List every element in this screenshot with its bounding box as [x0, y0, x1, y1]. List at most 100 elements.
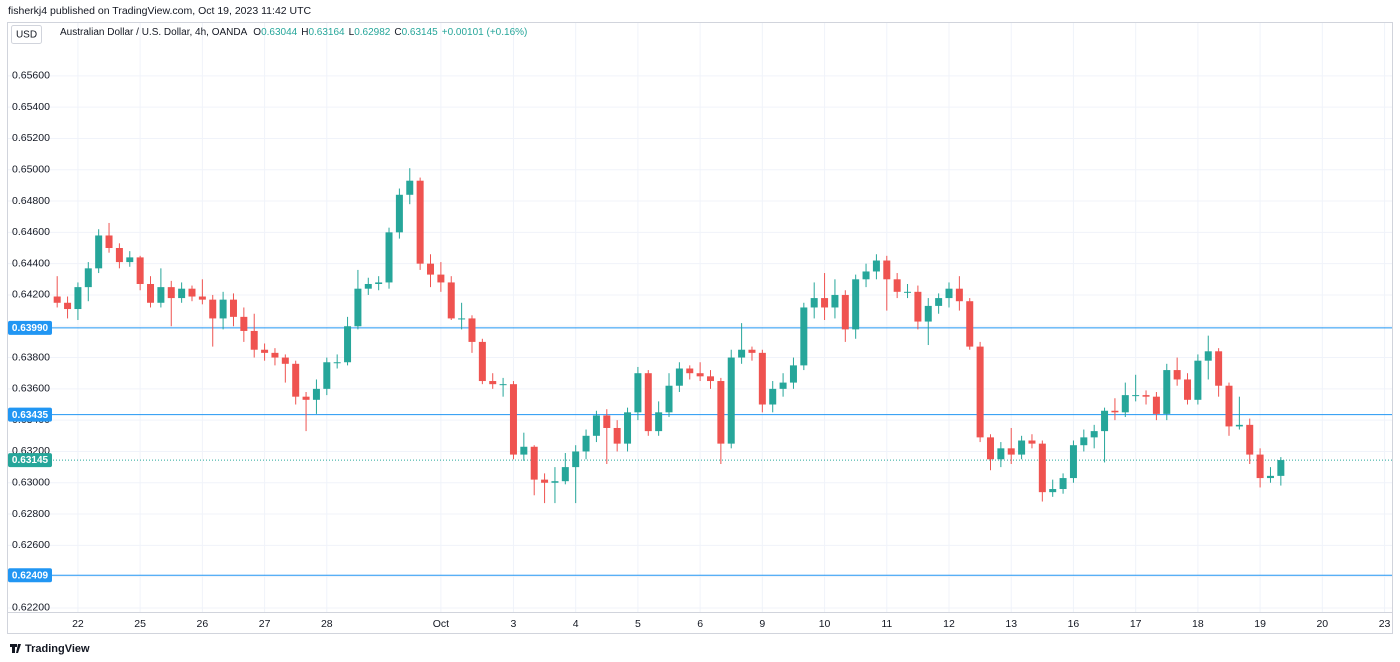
candle-body [84, 268, 92, 288]
candle-body [74, 287, 82, 310]
level-label: 0.63435 [12, 410, 49, 421]
candle-body [1090, 431, 1098, 438]
candle-body [95, 235, 103, 269]
candle-body [427, 263, 435, 275]
candle-body [727, 357, 735, 444]
candle-body [447, 282, 455, 319]
y-tick-label: 0.64800 [12, 195, 50, 207]
candle-body [841, 294, 849, 330]
candle-body [364, 283, 372, 289]
candle-body [696, 373, 704, 377]
candle-body [344, 326, 352, 363]
legend-change: +0.00101 (+0.16%) [442, 27, 528, 38]
candle-body [976, 346, 984, 438]
candles-layer [53, 168, 1285, 504]
candle-body [1215, 351, 1223, 386]
x-tick-label: 28 [321, 618, 333, 630]
candle-body [105, 235, 113, 248]
candle-body [126, 257, 134, 263]
candle-body [904, 291, 912, 293]
candle-body [748, 349, 756, 353]
y-tick-label: 0.65600 [12, 70, 50, 82]
candle-body [603, 415, 611, 428]
x-tick-label: 11 [881, 618, 892, 630]
y-tick-label: 0.64200 [12, 289, 50, 301]
candle-body [478, 341, 486, 382]
candle-body [1142, 395, 1150, 397]
candle-body [385, 232, 393, 283]
candle-body [872, 260, 880, 272]
candle-body [240, 316, 248, 331]
candle-body [986, 437, 994, 460]
candle-body [769, 388, 777, 405]
candle-body [209, 299, 217, 319]
candle-body [1132, 395, 1140, 397]
x-tick-label: 9 [759, 618, 765, 630]
candle-body [883, 260, 891, 280]
candle-body [966, 301, 974, 347]
x-tick-label: 27 [259, 618, 271, 630]
candle-body [416, 180, 424, 264]
candle-body [520, 446, 528, 455]
candle-body [935, 298, 943, 306]
candle-body [1163, 370, 1171, 414]
candle-body [53, 296, 61, 303]
candle-body [375, 282, 383, 284]
x-tick-label: 3 [511, 618, 517, 630]
candle-body [821, 298, 829, 308]
candle-body [1080, 437, 1088, 446]
level-label-box [8, 568, 52, 583]
candle-body [955, 288, 963, 302]
candle-body [323, 362, 331, 389]
legend-key: H [301, 27, 308, 38]
levels-layer [8, 327, 1392, 576]
x-tick-label: 25 [134, 618, 146, 630]
x-tick-label: 10 [819, 618, 831, 630]
candle-body [229, 299, 237, 317]
candle-body [261, 349, 269, 353]
candle-body [717, 381, 725, 444]
candle-body [1018, 440, 1026, 455]
candle-body [675, 368, 683, 386]
candle-body [831, 294, 839, 308]
candle-body [281, 357, 289, 364]
level-label-box [8, 407, 52, 422]
candle-body [945, 288, 953, 299]
candle-body [458, 318, 466, 320]
candle-body [997, 448, 1005, 460]
candle-body [489, 381, 497, 385]
candle-body [1121, 395, 1129, 413]
candle-body [644, 373, 652, 432]
legend-key: C [394, 27, 401, 38]
candle-body [292, 363, 300, 397]
candle-body [1194, 360, 1202, 400]
candle-body [852, 279, 860, 330]
y-tick-label: 0.64400 [12, 257, 50, 269]
x-tick-label: 23 [1379, 618, 1391, 630]
legend-value: 0.63044 [261, 27, 298, 38]
candle-body [893, 279, 901, 292]
candle-body [1028, 440, 1036, 444]
candle-body [810, 298, 818, 308]
legend-value: 0.62982 [354, 27, 391, 38]
x-tick-label: 12 [943, 618, 955, 630]
candle-body [1152, 396, 1160, 414]
candle-body [468, 318, 476, 342]
candle-body [312, 388, 320, 400]
candle-body [302, 396, 310, 400]
candle-body [188, 288, 196, 297]
candle-body [509, 384, 517, 455]
y-tick-label: 0.63800 [12, 351, 50, 363]
candle-body [437, 274, 445, 283]
logo-icon [10, 644, 21, 653]
x-tick-label: 22 [72, 618, 84, 630]
candle-body [914, 291, 922, 322]
candle-body [1246, 424, 1254, 455]
currency-box [11, 25, 42, 44]
candle-body [738, 349, 746, 358]
x-tick-label: 4 [573, 618, 579, 630]
candle-body [1101, 410, 1109, 432]
candle-body [136, 257, 144, 284]
candle-body [779, 382, 787, 389]
